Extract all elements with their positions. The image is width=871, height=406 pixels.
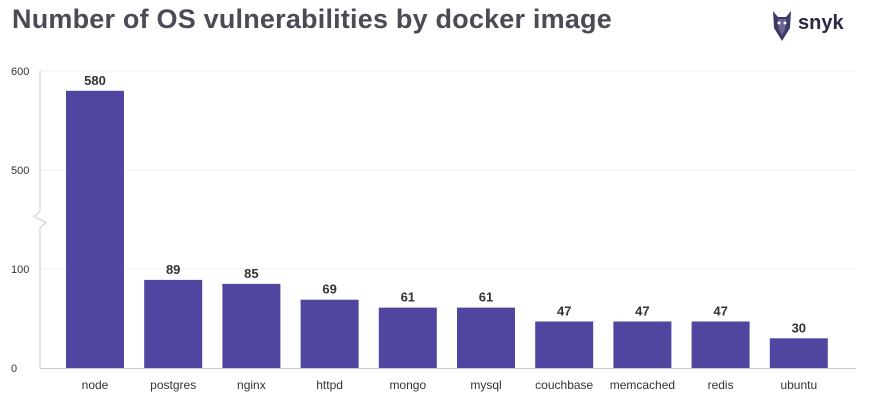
x-tick-label-ubuntu: ubuntu xyxy=(780,378,817,392)
data-label-nginx: 85 xyxy=(244,266,258,281)
bar-redis xyxy=(691,321,750,368)
x-tick-label-httpd: httpd xyxy=(316,378,343,392)
data-label-redis: 47 xyxy=(713,303,727,318)
x-tick-label-redis: redis xyxy=(708,378,734,392)
snyk-dog-logo-icon xyxy=(773,11,791,41)
x-tick-label-node: node xyxy=(82,378,109,392)
data-label-mysql: 61 xyxy=(479,290,493,305)
chart-title: Number of OS vulnerabilities by docker i… xyxy=(12,4,612,34)
snyk-logo: snyk xyxy=(770,8,850,48)
bar-ubuntu xyxy=(769,338,828,368)
brand-name: snyk xyxy=(798,12,844,34)
data-label-node: 580 xyxy=(84,73,106,88)
y-tick-label: 0 xyxy=(11,363,17,375)
x-tick-label-mysql: mysql xyxy=(470,378,501,392)
x-tick-label-nginx: nginx xyxy=(237,378,266,392)
bar-nginx xyxy=(222,283,281,368)
y-tick-label: 600 xyxy=(11,66,29,78)
bar-mongo xyxy=(378,307,437,368)
y-tick-label: 100 xyxy=(11,264,29,276)
x-tick-label-couchbase: couchbase xyxy=(535,378,593,392)
data-label-couchbase: 47 xyxy=(557,303,571,318)
data-label-memcached: 47 xyxy=(635,303,649,318)
x-tick-label-postgres: postgres xyxy=(150,378,196,392)
bar-postgres xyxy=(144,279,203,368)
data-label-mongo: 61 xyxy=(401,290,415,305)
x-tick-label-memcached: memcached xyxy=(610,378,675,392)
data-label-ubuntu: 30 xyxy=(792,320,806,335)
bar-mysql xyxy=(457,307,515,368)
data-label-httpd: 69 xyxy=(322,282,336,297)
x-tick-label-mongo: mongo xyxy=(389,378,426,392)
data-label-postgres: 89 xyxy=(166,262,180,277)
y-tick-label: 500 xyxy=(11,165,29,177)
bar-httpd xyxy=(300,299,359,368)
bar-couchbase xyxy=(535,321,594,368)
y-axis-break xyxy=(33,211,47,228)
bar-node xyxy=(66,90,124,369)
bar-memcached xyxy=(613,321,672,368)
